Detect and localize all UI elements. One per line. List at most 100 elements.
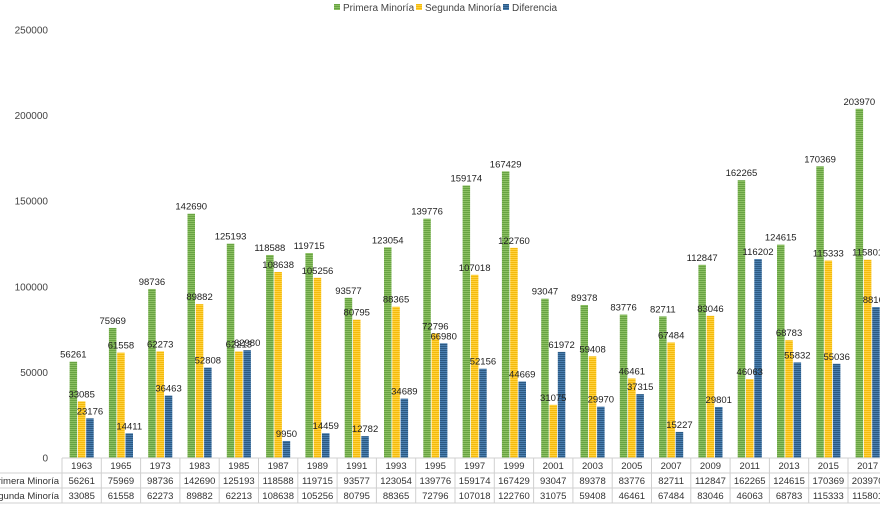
- table-cell: 33085: [68, 491, 94, 502]
- table-cell: 122760: [498, 491, 530, 502]
- table-cell: 67484: [658, 491, 684, 502]
- x-tick-label: 1999: [503, 461, 524, 472]
- y-tick-label: 150000: [15, 197, 49, 208]
- bar-1991-s2: [361, 436, 369, 458]
- data-label-1965-s0: 75969: [99, 316, 125, 327]
- bars-group: [62, 108, 880, 459]
- table-cell: 115333: [813, 491, 844, 502]
- table-cell: 80795: [344, 491, 370, 502]
- bar-1989-s0: [305, 253, 313, 458]
- data-label-1983-s2: 52808: [195, 356, 221, 367]
- bar-1991-s0: [344, 297, 353, 458]
- bar-1999-s1: [510, 247, 518, 458]
- x-tick-label: 1993: [385, 461, 406, 472]
- bar-2009-s0: [698, 264, 706, 458]
- table-row-label: Primera Minoría: [0, 476, 60, 487]
- table-cell: 89378: [579, 476, 605, 487]
- y-tick-label: 100000: [15, 282, 49, 293]
- data-label-2017-s1: 115801: [852, 248, 880, 259]
- bar-2009-s1: [706, 315, 715, 458]
- bar-1983-s0: [187, 213, 195, 458]
- data-label-2009-s2: 29801: [706, 395, 732, 406]
- bar-1993-s2: [400, 398, 409, 458]
- data-label-1987-s2: 9950: [276, 429, 297, 440]
- bar-2007-s2: [675, 431, 684, 458]
- data-label-2001-s0: 93047: [532, 287, 558, 298]
- data-label-2009-s0: 112847: [687, 253, 718, 264]
- bar-2011-s2: [754, 259, 762, 458]
- bar-2005-s0: [619, 314, 628, 458]
- table-cell: 142690: [184, 476, 216, 487]
- bar-2013-s0: [777, 244, 785, 458]
- bar-1989-s2: [322, 433, 330, 458]
- data-label-1973-s0: 98736: [139, 277, 165, 288]
- x-tick-label: 2009: [700, 461, 721, 472]
- data-label-1983-s0: 142690: [175, 202, 207, 213]
- table-cell: 75969: [108, 476, 134, 487]
- data-label-2003-s0: 89378: [571, 293, 597, 304]
- bar-1997-s0: [462, 185, 471, 458]
- table-cell: 83776: [619, 476, 645, 487]
- x-tick-label: 1973: [150, 461, 171, 472]
- bar-1963-s0: [69, 361, 78, 458]
- data-label-1963-s2: 23176: [77, 406, 103, 417]
- data-label-1963-s0: 56261: [60, 350, 86, 361]
- bar-2001-s0: [541, 298, 549, 458]
- bar-2017-s2: [872, 307, 880, 458]
- table-cell: 108638: [262, 491, 294, 502]
- bar-1973-s2: [164, 395, 173, 458]
- bar-1995-s0: [423, 218, 431, 458]
- data-label-2017-s0: 203970: [843, 97, 875, 108]
- x-tick-label: 1983: [189, 461, 210, 472]
- data-label-1995-s0: 139776: [411, 207, 443, 218]
- bar-2017-s1: [863, 259, 872, 458]
- data-label-1997-s1: 107018: [459, 263, 491, 274]
- bar-2015-s2: [832, 363, 841, 458]
- bar-1999-s0: [501, 171, 510, 458]
- bar-2017-s0: [855, 108, 864, 459]
- data-label-1985-s2: 62980: [234, 338, 260, 349]
- data-label-1995-s2: 66980: [430, 331, 456, 342]
- table-cell: 46461: [619, 491, 645, 502]
- data-label-2007-s1: 67484: [658, 330, 684, 341]
- table-cell: 61558: [108, 491, 134, 502]
- table-cell: 82711: [658, 476, 684, 487]
- bar-1973-s0: [148, 288, 156, 458]
- data-label-1991-s1: 80795: [344, 308, 370, 319]
- bar-2001-s1: [549, 404, 557, 458]
- data-labels-group: 56261 33085 23176 75969 61558 14411 98736 62273…: [60, 97, 880, 440]
- x-tick-label: 2017: [857, 461, 878, 472]
- bar-1997-s1: [470, 274, 479, 458]
- bar-1965-s0: [108, 327, 117, 458]
- table-cell: 119715: [302, 476, 333, 487]
- data-label-1997-s2: 52156: [470, 357, 496, 368]
- data-label-1989-s2: 14459: [313, 421, 339, 432]
- data-label-2007-s2: 15227: [666, 420, 692, 431]
- table-cell: 62273: [147, 491, 173, 502]
- bar-1983-s1: [195, 304, 204, 458]
- data-label-2003-s2: 29970: [588, 395, 614, 406]
- bar-1995-s2: [439, 343, 448, 458]
- legend-label-2: Diferencia: [512, 3, 557, 14]
- bar-2003-s1: [588, 356, 597, 458]
- legend-swatch-0: [334, 4, 340, 10]
- bar-2005-s2: [636, 394, 644, 458]
- data-label-1999-s2: 44669: [509, 370, 535, 381]
- bar-1965-s2: [125, 433, 133, 458]
- data-label-2005-s2: 37315: [627, 382, 653, 393]
- table-cell: 118588: [263, 476, 294, 487]
- table-cell: 123054: [380, 476, 412, 487]
- bar-1963-s2: [86, 418, 94, 458]
- x-tick-label: 1985: [228, 461, 249, 472]
- x-tick-label: 2013: [778, 461, 799, 472]
- table-cell: 93047: [540, 476, 566, 487]
- bar-2013-s2: [793, 362, 802, 458]
- bar-1995-s1: [431, 333, 440, 458]
- data-label-2017-s2: 88169: [863, 295, 880, 306]
- chart-legend: Primera Minoría Segunda Minoría Diferencia: [334, 3, 557, 14]
- data-label-1987-s1: 108638: [262, 260, 294, 271]
- x-tick-label: 1989: [307, 461, 328, 472]
- data-label-2015-s0: 170369: [804, 154, 836, 165]
